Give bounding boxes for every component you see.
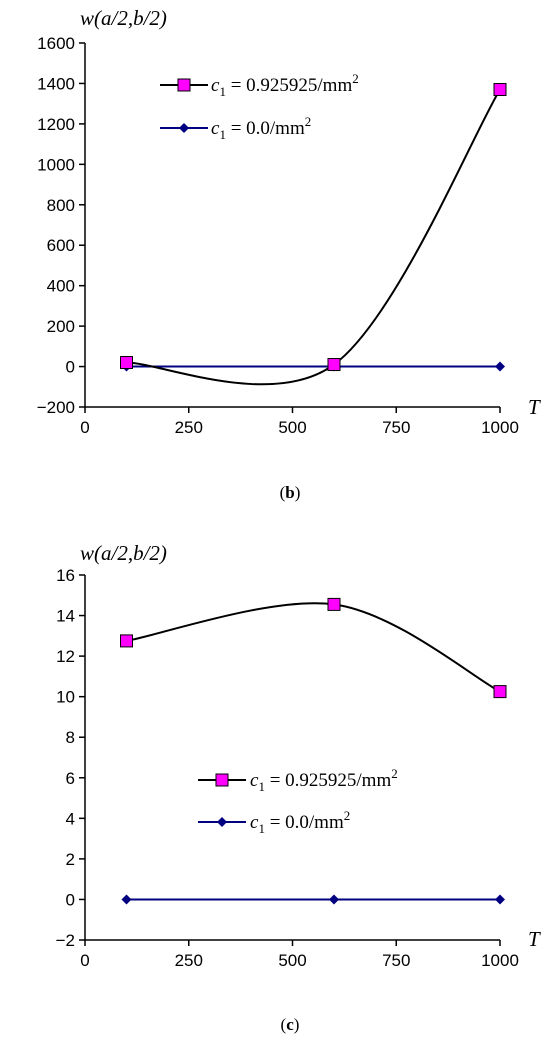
chart-c-ytick-label: 10	[56, 688, 75, 707]
chart-b-yticks: −200 0 200 400 600 800 1000 1200 1400 1600	[37, 34, 85, 417]
chart-c-ylabel: w(a/2,b/2)	[80, 541, 167, 565]
chart-c-legend-item-2: c1 = 0.0/mm2	[198, 808, 350, 836]
chart-b-xticks: 0 250 500 750 1000	[80, 407, 519, 437]
chart-c: w(a/2,b/2) −2 0 2 4 6 8 10 12 14 16 0 250 500 750 100…	[56, 541, 541, 1034]
chart-b-caption: (b)	[280, 483, 301, 502]
chart-c-legend-marker-1	[215, 773, 229, 787]
chart-b-ytick-label: 800	[47, 196, 75, 215]
chart-b-ytick-label: 1600	[37, 34, 75, 53]
chart-b-xtick-label: 1000	[481, 418, 519, 437]
chart-b-ytick-label: 1200	[37, 115, 75, 134]
chart-b-series-1-point-1	[120, 356, 133, 370]
chart-c-ytick-label: 6	[66, 769, 75, 788]
chart-b-legend-marker-2	[179, 123, 189, 133]
chart-b-series-1-point-2	[327, 358, 341, 372]
chart-b-ytick-label: 200	[47, 317, 75, 336]
chart-b-xtick-label: 250	[175, 418, 203, 437]
chart-b-legend-item-1: c1 = 0.925925/mm2	[160, 71, 359, 99]
chart-c-xtick-label: 1000	[481, 951, 519, 970]
chart-c-xtick-label: 0	[80, 951, 89, 970]
chart-c-ytick-label: 0	[66, 890, 75, 909]
chart-c-axes	[84, 575, 500, 941]
chart-c-series-2-point-3	[495, 894, 505, 905]
chart-b-series-1-point-3	[493, 83, 507, 97]
chart-c-ytick-label: −2	[56, 931, 75, 950]
chart-b-ytick-label: 400	[47, 277, 75, 296]
chart-b-series-2-point-3	[495, 361, 505, 372]
chart-c-xlabel: T	[528, 927, 541, 951]
chart-b-legend-item-2: c1 = 0.0/mm2	[160, 114, 311, 142]
chart-b-ytick-label: 0	[66, 358, 75, 377]
chart-c-ytick-label: 12	[56, 647, 75, 666]
chart-c-legend-label-1: c1 = 0.925925/mm2	[250, 766, 398, 794]
chart-c-ytick-label: 2	[66, 850, 75, 869]
chart-c-series-1-point-2	[327, 597, 341, 611]
chart-c-xtick-label: 250	[175, 951, 203, 970]
chart-b: w(a/2,b/2) −200 0 200 400 600 800 1000 1200 1400…	[37, 6, 541, 502]
chart-c-series-1-point-1	[120, 634, 133, 648]
chart-b-plot-area	[120, 83, 507, 386]
chart-c-plot-area	[120, 597, 507, 905]
chart-c-xtick-label: 750	[382, 951, 410, 970]
chart-c-legend: c1 = 0.925925/mm2 c1 = 0.0/mm2	[198, 766, 398, 836]
chart-b-legend: c1 = 0.925925/mm2 c1 = 0.0/mm2	[160, 71, 359, 142]
chart-b-xtick-label: 0	[80, 418, 89, 437]
chart-c-caption: (c)	[281, 1015, 300, 1034]
chart-b-ylabel: w(a/2,b/2)	[80, 6, 167, 30]
chart-c-series-2-point-2	[329, 894, 339, 905]
chart-b-ytick-label: 1400	[37, 74, 75, 93]
chart-c-legend-marker-2	[217, 817, 227, 827]
chart-b-series-1-line	[126, 88, 501, 386]
chart-c-legend-label-2: c1 = 0.0/mm2	[250, 808, 350, 836]
chart-c-ytick-label: 4	[66, 809, 75, 828]
chart-b-xtick-label: 750	[382, 418, 410, 437]
chart-b-ytick-label: 1000	[37, 155, 75, 174]
chart-b-ytick-label: −200	[37, 398, 75, 417]
chart-c-ytick-label: 8	[66, 728, 75, 747]
chart-c-series-1-point-3	[493, 685, 507, 699]
chart-b-legend-marker-1	[177, 78, 191, 92]
chart-b-legend-label-1: c1 = 0.925925/mm2	[211, 71, 359, 99]
chart-c-xticks: 0 250 500 750 1000	[80, 940, 519, 970]
chart-c-series-2-point-1	[121, 894, 132, 905]
chart-c-legend-item-1: c1 = 0.925925/mm2	[198, 766, 398, 794]
chart-b-ytick-label: 600	[47, 236, 75, 255]
chart-b-legend-label-2: c1 = 0.0/mm2	[211, 114, 311, 142]
chart-c-xtick-label: 500	[278, 951, 306, 970]
chart-c-series-1-line	[126, 602, 501, 693]
chart-b-xlabel: T	[528, 395, 541, 419]
chart-b-axes	[84, 43, 500, 408]
chart-c-ytick-label: 16	[56, 566, 75, 585]
chart-c-ytick-label: 14	[56, 607, 75, 626]
chart-c-yticks: −2 0 2 4 6 8 10 12 14 16	[56, 566, 85, 950]
chart-b-xtick-label: 500	[278, 418, 306, 437]
